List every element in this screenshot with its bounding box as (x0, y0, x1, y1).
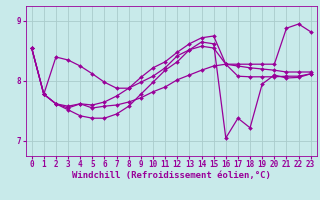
X-axis label: Windchill (Refroidissement éolien,°C): Windchill (Refroidissement éolien,°C) (72, 171, 271, 180)
